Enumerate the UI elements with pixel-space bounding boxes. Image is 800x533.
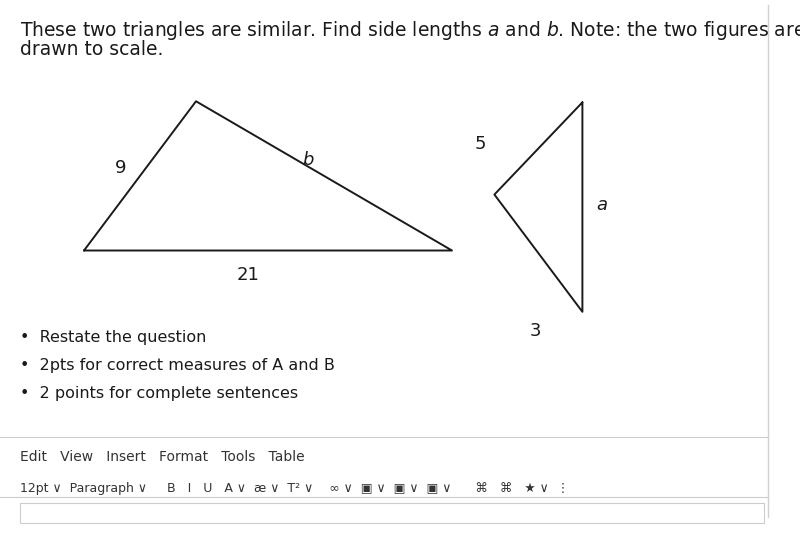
Text: drawn to scale.: drawn to scale.	[20, 40, 163, 59]
Text: •  Restate the question: • Restate the question	[20, 330, 206, 345]
Text: $a$: $a$	[596, 196, 608, 214]
Text: 5: 5	[475, 135, 486, 153]
Text: These two triangles are similar. Find side lengths $a$ and $b$. Note: the two fi: These two triangles are similar. Find si…	[20, 19, 800, 42]
Text: 21: 21	[237, 266, 259, 285]
Text: Edit   View   Insert   Format   Tools   Table: Edit View Insert Format Tools Table	[20, 450, 305, 464]
Text: 3: 3	[530, 322, 542, 341]
Text: •  2pts for correct measures of A and B: • 2pts for correct measures of A and B	[20, 358, 335, 373]
Text: 12pt ∨  Paragraph ∨     B   I   U   A ∨  æ ∨  T² ∨    ∞ ∨  ▣ ∨  ▣ ∨  ▣ ∨      ⌘ : 12pt ∨ Paragraph ∨ B I U A ∨ æ ∨ T² ∨ ∞ …	[20, 482, 570, 495]
Text: •  2 points for complete sentences: • 2 points for complete sentences	[20, 386, 298, 401]
Text: $b$: $b$	[302, 151, 315, 169]
Bar	[20, 503, 764, 523]
Text: 9: 9	[115, 159, 126, 177]
